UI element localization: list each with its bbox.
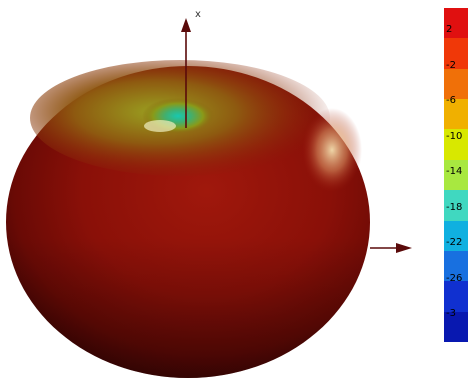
x-axis-arrowhead — [181, 18, 191, 32]
x-axis — [181, 18, 191, 128]
colorbar-tick-label: -18 — [446, 201, 463, 213]
colorbar-tick-label: -2 — [446, 59, 456, 71]
y-axis — [370, 243, 412, 253]
colorbar-swatch — [444, 190, 468, 222]
colorbar-tick-label: -22 — [446, 237, 463, 249]
colorbar-tick-label: -14 — [446, 166, 463, 178]
colorbar-tick-label: -3 — [446, 308, 456, 320]
pattern-specular-highlight — [302, 108, 362, 192]
pattern-body — [6, 60, 370, 378]
colorbar-tick-label: -26 — [446, 272, 463, 284]
colorbar-swatch — [444, 311, 468, 342]
colorbar-swatch — [444, 250, 468, 283]
x-axis-label: x — [195, 9, 201, 20]
radiation-pattern-3d: x — [6, 9, 412, 378]
colorbar-swatch — [444, 129, 468, 161]
colorbar-swatch — [444, 281, 468, 313]
colorbar-swatch — [444, 38, 468, 70]
colorbar-swatch — [444, 68, 468, 101]
colorbar-tick-label: 2 — [446, 24, 453, 35]
colorbar-swatch — [444, 159, 468, 192]
colorbar: 2-2-6-10-14-18-22-26-3-34 — [444, 8, 468, 342]
colorbar-swatch — [444, 8, 468, 40]
colorbar-swatch — [444, 220, 468, 252]
colorbar-tick-label: -6 — [446, 95, 456, 107]
colorbar-swatch — [444, 99, 468, 131]
colorbar-tick-label: -10 — [446, 130, 463, 142]
y-axis-arrowhead — [396, 243, 412, 253]
